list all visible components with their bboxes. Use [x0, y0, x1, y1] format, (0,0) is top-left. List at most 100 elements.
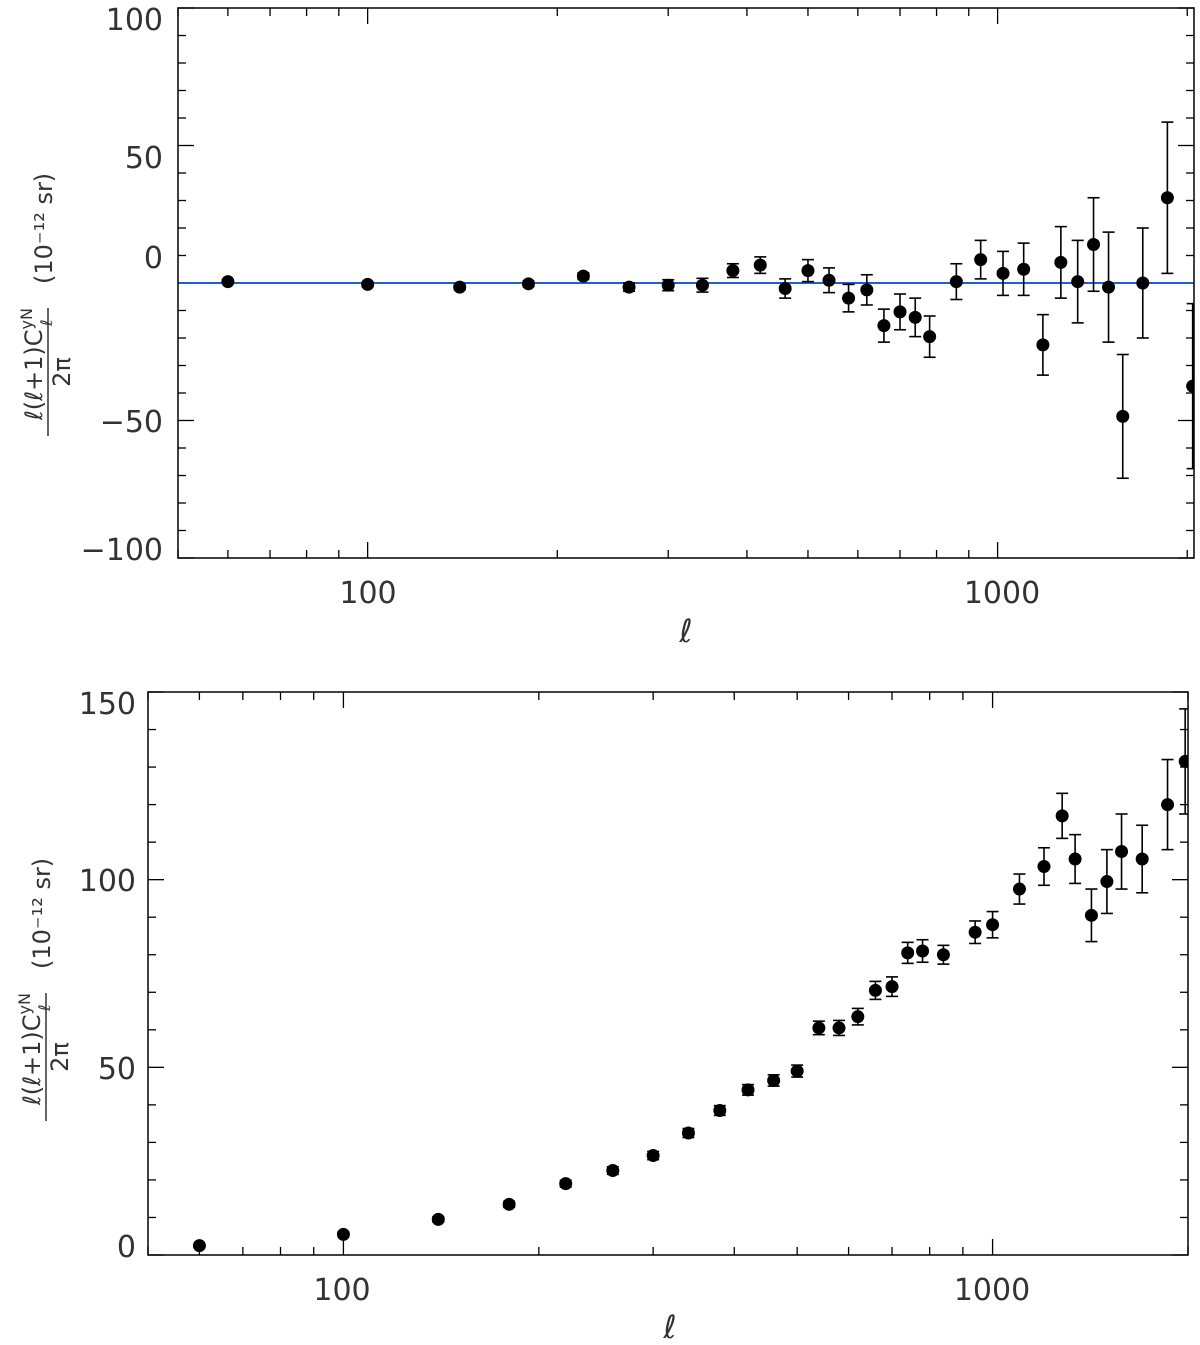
bottom-marker — [1068, 852, 1082, 866]
bottom-data-point — [1037, 846, 1051, 887]
top-x-tick-label: 100 — [339, 576, 396, 611]
top-marker — [576, 269, 590, 283]
bottom-y-label-units: (10⁻¹² sr) — [28, 858, 56, 969]
bottom-data-point — [1068, 833, 1082, 885]
bottom-data-point — [741, 1083, 755, 1097]
bottom-marker — [812, 1021, 826, 1035]
bottom-series — [192, 708, 1188, 1253]
bottom-plot-frame — [147, 691, 1189, 1256]
bottom-marker — [901, 946, 915, 960]
top-marker — [923, 330, 937, 344]
bottom-y-tick-label: 150 — [79, 687, 136, 722]
top-marker — [1160, 191, 1174, 205]
top-y-label-numerator: ℓ(ℓ+1)CyNℓ — [17, 308, 56, 421]
bottom-data-point — [1084, 888, 1098, 943]
bottom-marker — [1100, 875, 1114, 889]
top-x-tick-label: 1000 — [964, 576, 1040, 611]
top-data-point — [877, 308, 891, 343]
bottom-marker — [1115, 845, 1129, 859]
bottom-y-label-superscript: yN — [15, 993, 34, 1014]
top-data-point — [893, 293, 907, 331]
top-data-point — [361, 277, 375, 291]
top-series — [221, 121, 1194, 480]
top-data-point — [726, 262, 740, 279]
bottom-y-axis-label: ℓ(ℓ+1)CyNℓ 2π (10⁻¹² sr) — [15, 858, 74, 1121]
bottom-data-point — [1055, 792, 1069, 840]
bottom-data-point — [192, 1239, 206, 1253]
top-marker — [860, 283, 874, 297]
top-x-axis-label: ℓ — [678, 612, 692, 650]
top-marker — [822, 273, 836, 287]
top-data-point — [622, 280, 636, 294]
bottom-data-point — [606, 1164, 620, 1178]
bottom-marker — [936, 948, 950, 962]
bottom-x-axis-label: ℓ — [662, 1308, 676, 1345]
bottom-marker — [1178, 754, 1188, 768]
bottom-marker — [1012, 882, 1026, 896]
bottom-data-point — [968, 920, 982, 945]
bottom-marker — [885, 980, 899, 994]
bottom-marker — [767, 1073, 781, 1087]
bottom-x-tick-label: 1000 — [954, 1273, 1030, 1308]
top-marker — [753, 258, 767, 272]
top-y-label-denominator: 2π — [48, 357, 76, 387]
bottom-marker — [559, 1177, 573, 1191]
bottom-marker — [713, 1103, 727, 1117]
bottom-data-point — [1161, 758, 1175, 851]
top-plot-frame — [177, 7, 1195, 559]
top-data-point — [1054, 225, 1068, 299]
top-data-point — [221, 275, 235, 289]
bottom-marker — [431, 1212, 445, 1226]
bottom-data-points — [192, 708, 1188, 1253]
top-data-point — [1136, 227, 1150, 339]
bottom-marker — [741, 1083, 755, 1097]
top-marker — [842, 291, 856, 305]
bottom-data-point — [1100, 848, 1114, 915]
top-data-point — [695, 277, 709, 293]
bottom-data-point — [936, 944, 950, 965]
bottom-data-point — [1012, 873, 1026, 905]
top-data-point — [908, 297, 922, 338]
top-y-tick-label: 100 — [106, 3, 163, 38]
bottom-data-point — [431, 1212, 445, 1226]
top-marker — [908, 310, 922, 324]
top-marker — [361, 277, 375, 291]
top-marker — [1102, 280, 1116, 294]
bottom-marker — [336, 1227, 350, 1241]
bottom-data-point — [336, 1227, 350, 1241]
top-marker — [661, 278, 675, 292]
bottom-marker — [986, 918, 1000, 932]
top-y-label-subscript: ℓ — [37, 319, 56, 327]
bottom-y-label-numerator: ℓ(ℓ+1)CyNℓ — [15, 993, 54, 1106]
top-data-point — [1160, 121, 1174, 275]
bottom-data-point — [646, 1149, 660, 1163]
bottom-data-point — [1178, 708, 1188, 815]
top-data-point — [1017, 242, 1031, 297]
top-marker — [1087, 238, 1101, 251]
top-marker — [1071, 275, 1085, 289]
bottom-marker — [832, 1021, 846, 1035]
bottom-data-point — [832, 1019, 846, 1037]
bottom-y-tick-label: 50 — [98, 1052, 136, 1087]
top-data-point — [1087, 196, 1101, 293]
bottom-data-point — [868, 980, 882, 1001]
top-marker — [521, 277, 535, 291]
top-y-tick-label: −100 — [81, 533, 163, 568]
top-marker — [877, 319, 891, 333]
top-data-points — [221, 121, 1194, 480]
bottom-data-point — [986, 910, 1000, 939]
top-marker — [801, 264, 815, 278]
top-marker — [996, 266, 1010, 280]
top-data-point — [576, 269, 590, 283]
bottom-data-point — [1115, 813, 1129, 890]
bottom-data-point — [851, 1007, 865, 1026]
top-marker — [1186, 379, 1194, 393]
top-y-axis-label: ℓ(ℓ+1)CyNℓ 2π (10⁻¹² sr) — [17, 173, 76, 436]
top-data-point — [753, 256, 767, 275]
bottom-y-tick-label: 100 — [79, 864, 136, 899]
top-data-point — [974, 239, 988, 280]
top-panel: 100 50 0 −50 −100 100 1000 ℓ ℓ(ℓ+1)CyNℓ … — [17, 3, 1195, 650]
bottom-marker — [868, 983, 882, 997]
top-data-point — [778, 278, 792, 299]
bottom-minor-ticks — [147, 691, 1189, 1256]
